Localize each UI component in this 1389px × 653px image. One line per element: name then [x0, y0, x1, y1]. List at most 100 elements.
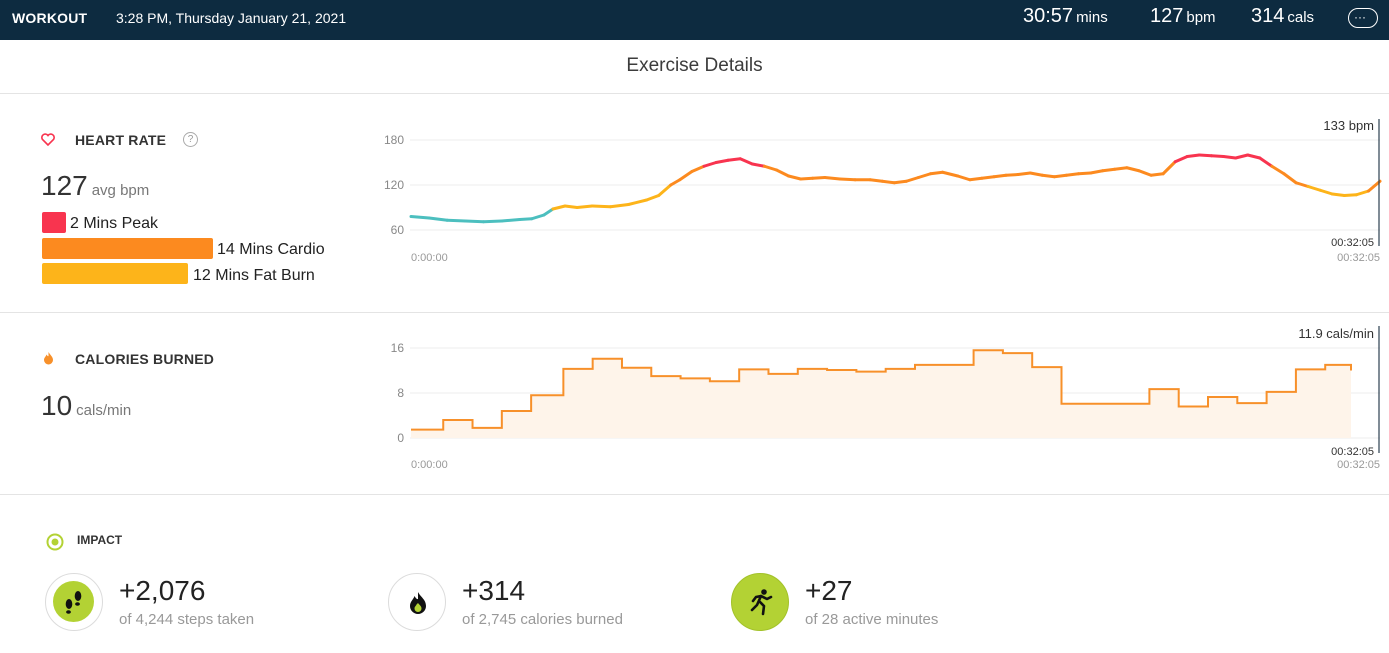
hr-line-segment — [1077, 171, 1093, 176]
hr-line-segment — [657, 183, 673, 197]
target-icon — [46, 533, 64, 551]
hr-line-segment — [690, 164, 706, 173]
hr-line-segment — [787, 174, 803, 181]
hr-line-segment — [1173, 155, 1189, 164]
bpm-unit: bpm — [1186, 9, 1216, 26]
more-options-icon: ··· — [1354, 10, 1366, 24]
hr-line-segment — [1294, 181, 1310, 188]
hr-line-segment — [1197, 153, 1213, 158]
hr-line-segment — [669, 178, 682, 187]
calories-rate: 10 cals/min — [41, 390, 131, 422]
hr-line-segment — [956, 174, 972, 182]
active-minutes-impact-value: +27 — [805, 575, 853, 606]
hr-line-segment — [1161, 160, 1177, 176]
peak-zone-bar — [42, 212, 66, 233]
cal-end-time: 00:32:05 — [1337, 459, 1380, 471]
flame-icon — [410, 592, 426, 614]
hr-line-segment — [1306, 185, 1322, 192]
hr-line-segment — [1185, 153, 1201, 158]
bpm-stat: 127 bpm — [1150, 5, 1216, 28]
hr-line-segment — [608, 203, 630, 209]
cal-start-time: 0:00:00 — [411, 459, 448, 471]
footsteps-icon — [53, 581, 94, 622]
hr-line-segment — [1258, 156, 1274, 168]
hr-line-segment — [799, 176, 815, 181]
impact-label: IMPACT — [77, 533, 123, 547]
peak-zone-label: 2 Mins Peak — [70, 215, 159, 232]
hr-line-segment — [750, 162, 766, 168]
hr-line-segment — [980, 175, 996, 180]
duration-unit: mins — [1076, 9, 1108, 26]
calories-badge — [388, 573, 446, 631]
hr-line-segment — [1113, 166, 1129, 171]
hr-line-segment — [738, 157, 754, 166]
hr-line-segment — [575, 204, 594, 209]
hr-line-segment — [590, 204, 612, 209]
hr-line-segment — [1064, 172, 1081, 177]
top-bar: WORKOUT 3:28 PM, Thursday January 21, 20… — [0, 0, 1389, 40]
cal-ytick-16: 16 — [391, 341, 405, 355]
hr-current-value: 133 bpm — [1323, 118, 1374, 133]
avg-bpm-unit: avg bpm — [91, 182, 150, 199]
heart-rate-chart[interactable]: 180 120 60 133 bpm 00:32:05 0:00:00 00:3… — [380, 110, 1385, 270]
steps-impact-caption: of 4,244 steps taken — [119, 611, 255, 628]
hr-line-segment — [645, 194, 661, 202]
runner-icon — [750, 589, 773, 616]
hr-line-segment — [1354, 189, 1371, 197]
hr-line-segment — [626, 198, 649, 206]
hr-line-segment — [1016, 171, 1032, 176]
hr-line-segment — [714, 158, 730, 164]
hr-line-segment — [518, 217, 534, 221]
divider — [0, 312, 1389, 313]
hr-line-segment — [823, 176, 842, 181]
hr-line-segment — [1101, 167, 1117, 173]
cals-value: 314 — [1251, 5, 1285, 27]
calories-impact-value: +314 — [462, 575, 526, 606]
hr-line-segment — [500, 218, 522, 223]
hr-line-segment — [762, 164, 778, 172]
calories-impact-caption: of 2,745 calories burned — [462, 611, 623, 628]
hr-line-segment — [409, 215, 431, 220]
calories-step-line — [411, 349, 1352, 431]
page-title: Exercise Details — [626, 55, 763, 76]
calories-chart[interactable]: 16 8 0 11.9 cals/min 00:32:05 0:00:00 00… — [380, 322, 1385, 477]
hr-cursor-time: 00:32:05 — [1331, 237, 1374, 249]
workout-title: WORKOUT — [12, 10, 88, 26]
hr-line-segment — [551, 204, 567, 211]
cal-current-value: 11.9 cals/min — [1298, 326, 1374, 341]
calories-burned-label: CALORIES BURNED — [75, 351, 215, 367]
help-icon[interactable]: ? — [183, 132, 198, 147]
hr-line-segment — [992, 173, 1008, 179]
avg-bpm-value: 127 — [41, 170, 88, 201]
flame-icon — [44, 352, 53, 365]
hr-line-segment — [427, 216, 449, 222]
hr-line-segment — [1330, 192, 1346, 197]
steps-badge — [45, 573, 103, 631]
cal-ytick-0: 0 — [397, 431, 404, 445]
hr-line-segment — [1089, 169, 1105, 175]
hr-line-segment — [1318, 188, 1334, 196]
hr-line-segment — [1234, 153, 1250, 160]
hr-line-segment — [904, 176, 920, 183]
cal-cursor-time: 00:32:05 — [1331, 446, 1374, 458]
hr-line-segment — [838, 177, 857, 182]
divider — [0, 494, 1389, 495]
bpm-value: 127 — [1150, 5, 1184, 27]
cal-ytick-8: 8 — [397, 386, 404, 400]
calories-rate-value: 10 — [41, 390, 73, 421]
cardio-zone-label: 14 Mins Cardio — [217, 241, 325, 258]
hr-line-segment — [880, 179, 896, 185]
duration-stat: 30:57 mins — [1023, 5, 1108, 28]
hr-line-segment — [726, 157, 742, 162]
hr-line-segment — [1209, 154, 1226, 158]
more-options-button[interactable]: ··· — [1348, 8, 1378, 28]
hr-line-segment — [1246, 153, 1262, 160]
hr-line-segment — [445, 218, 467, 223]
duration-value: 30:57 — [1023, 5, 1074, 27]
calories-rate-unit: cals/min — [76, 402, 132, 419]
hr-line-segment — [530, 213, 546, 221]
hr-line-segment — [1125, 166, 1141, 173]
fatburn-zone-label: 12 Mins Fat Burn — [193, 267, 315, 284]
hr-line-segment — [1282, 172, 1298, 185]
hr-line-segment — [563, 204, 579, 209]
